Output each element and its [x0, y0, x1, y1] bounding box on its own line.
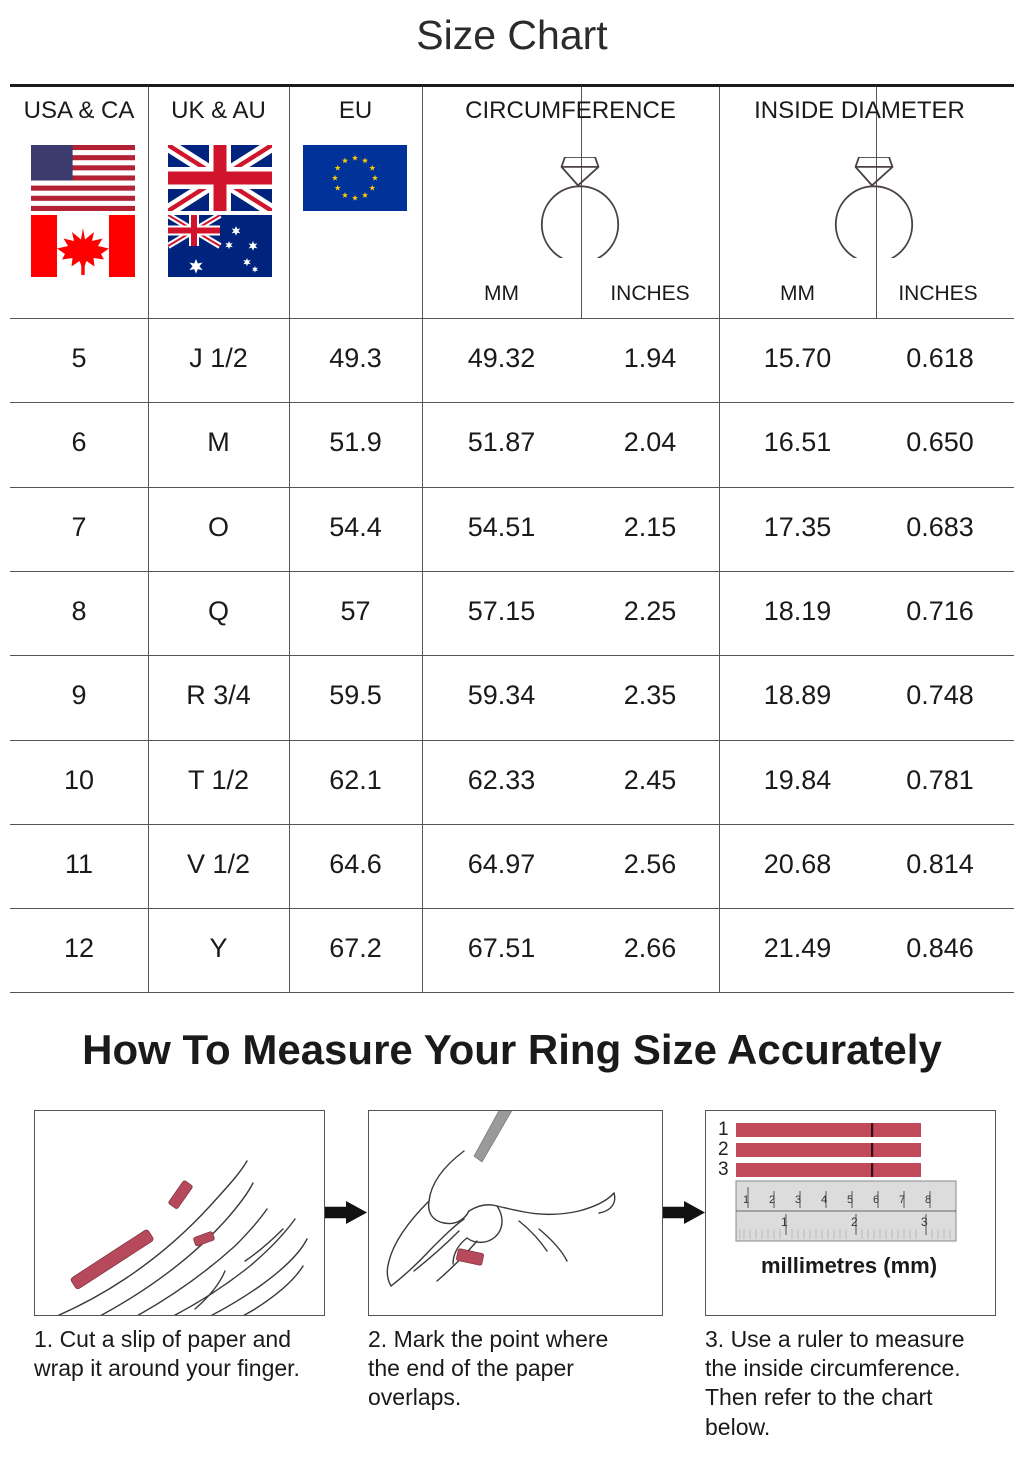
svg-text:2: 2	[769, 1194, 775, 1206]
svg-text:5: 5	[847, 1194, 853, 1206]
svg-text:3: 3	[718, 1159, 729, 1180]
svg-text:3: 3	[921, 1215, 928, 1229]
svg-text:8: 8	[925, 1194, 931, 1206]
svg-text:6: 6	[873, 1194, 879, 1206]
svg-text:1: 1	[781, 1215, 788, 1229]
svg-text:millimetres (mm): millimetres (mm)	[761, 1253, 937, 1278]
svg-text:2: 2	[851, 1215, 858, 1229]
svg-text:4: 4	[821, 1194, 827, 1206]
svg-text:2: 2	[718, 1139, 729, 1160]
svg-text:1: 1	[743, 1194, 749, 1206]
svg-text:7: 7	[899, 1194, 905, 1206]
svg-text:1: 1	[718, 1119, 729, 1140]
svg-text:3: 3	[795, 1194, 801, 1206]
